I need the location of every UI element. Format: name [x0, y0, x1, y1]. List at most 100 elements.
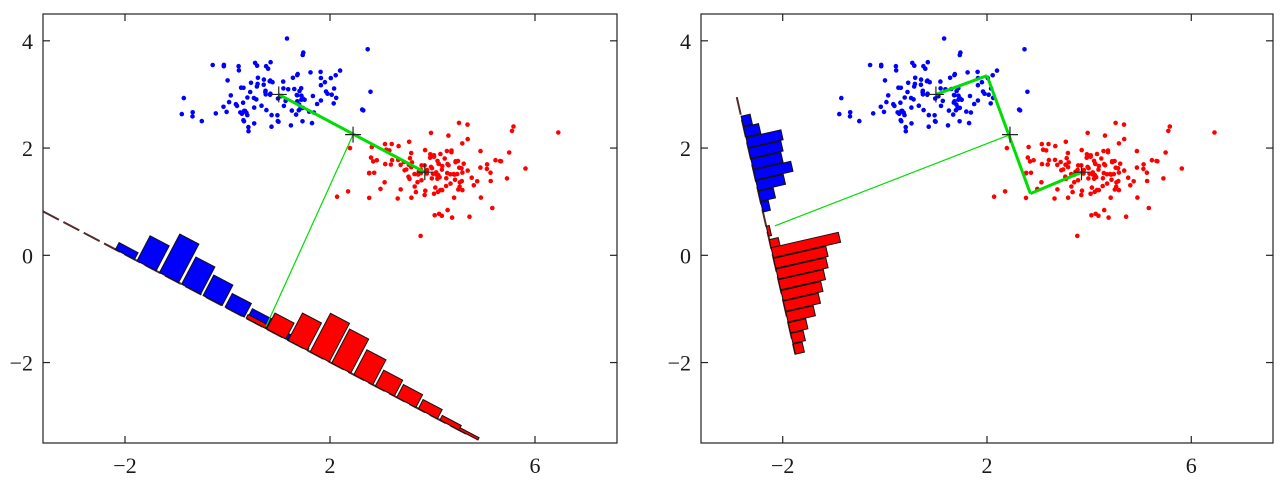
point-class1 — [1025, 89, 1030, 95]
point-class2 — [412, 171, 417, 177]
point-class1 — [318, 82, 324, 88]
point-class2 — [1116, 141, 1122, 146]
point-class1 — [920, 88, 926, 94]
hist-class2-bar-9 — [787, 318, 809, 334]
point-class1 — [912, 63, 917, 68]
point-class1 — [921, 107, 926, 113]
point-class1 — [288, 123, 294, 128]
point-class2 — [1075, 178, 1081, 183]
hist-class2-bar-10 — [790, 329, 807, 344]
point-class2 — [1091, 176, 1097, 181]
point-class2 — [396, 143, 401, 149]
point-class2 — [398, 187, 404, 192]
point-class2 — [427, 155, 433, 161]
hist-class2-bar-3 — [772, 245, 829, 269]
point-class1 — [988, 101, 993, 106]
hist-class2-bar-7 — [396, 383, 424, 409]
point-class2 — [1039, 161, 1045, 167]
point-class2 — [467, 214, 472, 219]
point-class2 — [382, 161, 388, 167]
point-class1 — [940, 98, 946, 104]
point-class2 — [484, 162, 490, 167]
hist-class2-bar-9 — [439, 414, 462, 431]
point-class1 — [946, 108, 952, 113]
point-class1 — [241, 108, 247, 114]
point-class1 — [292, 86, 297, 92]
point-class2 — [444, 148, 450, 154]
y-tick-label: −2 — [668, 351, 691, 376]
point-class2 — [435, 176, 440, 181]
point-class2 — [1212, 130, 1217, 135]
point-class1 — [994, 68, 1000, 73]
point-class1 — [301, 50, 306, 55]
point-class1 — [926, 124, 931, 129]
point-class1 — [275, 118, 281, 124]
point-class1 — [361, 108, 366, 113]
y-tick-label: 2 — [22, 136, 33, 161]
point-class2 — [444, 170, 450, 176]
point-class2 — [465, 168, 471, 173]
hist-class2-bar-6 — [374, 369, 404, 397]
point-class2 — [1089, 185, 1095, 190]
point-class2 — [1046, 157, 1052, 163]
point-class2 — [488, 170, 493, 175]
point-class1 — [938, 86, 943, 91]
hist-class2-bar-0 — [765, 224, 773, 237]
point-class2 — [1125, 175, 1131, 180]
point-class1 — [236, 68, 242, 73]
hist-class1-bar-1 — [743, 123, 762, 138]
point-class2 — [1075, 233, 1080, 239]
point-class1 — [966, 120, 972, 126]
point-class2 — [471, 183, 477, 188]
point-class2 — [1131, 179, 1136, 184]
point-class1 — [245, 95, 250, 100]
y-tick-label: 0 — [22, 243, 33, 268]
point-class1 — [263, 63, 269, 69]
point-class2 — [1055, 187, 1060, 192]
point-class2 — [444, 176, 449, 181]
point-class2 — [1028, 170, 1034, 176]
point-class1 — [882, 78, 888, 83]
point-class1 — [293, 112, 299, 117]
x-tick-label: 2 — [982, 453, 993, 478]
point-class2 — [452, 172, 457, 177]
hist-class2-bar-2 — [770, 231, 842, 259]
point-class2 — [1081, 167, 1087, 173]
point-class2 — [1039, 180, 1044, 185]
point-class1 — [952, 99, 957, 104]
point-class2 — [407, 155, 413, 161]
point-class1 — [979, 79, 985, 85]
point-class2 — [1052, 157, 1058, 163]
point-class1 — [264, 107, 269, 113]
hist-class1-bar-2 — [158, 233, 200, 284]
point-class1 — [281, 103, 287, 109]
hist-class1-bar-4 — [750, 151, 784, 170]
hist-class2-bar-8 — [785, 305, 816, 323]
point-class2 — [460, 170, 465, 175]
point-class2 — [347, 145, 353, 151]
guide-segment-3 — [774, 134, 1011, 227]
point-class2 — [1101, 148, 1106, 154]
point-class1 — [885, 93, 891, 98]
point-class2 — [1108, 195, 1113, 200]
point-class2 — [460, 141, 465, 146]
point-class2 — [1100, 176, 1106, 181]
point-class1 — [294, 72, 300, 78]
point-class2 — [1091, 158, 1097, 164]
point-class2 — [442, 156, 448, 161]
hist-class1-bar-3 — [747, 140, 784, 159]
point-class2 — [439, 187, 445, 193]
point-class1 — [905, 89, 910, 95]
guide-segment-1 — [265, 134, 354, 327]
point-class2 — [1123, 214, 1129, 219]
point-class1 — [951, 92, 957, 98]
point-class1 — [918, 77, 924, 82]
point-class2 — [366, 171, 372, 176]
point-class1 — [179, 111, 185, 117]
point-class2 — [389, 141, 395, 147]
point-class1 — [954, 88, 959, 94]
point-class2 — [460, 187, 465, 193]
point-class1 — [280, 79, 286, 84]
point-class2 — [478, 195, 484, 200]
